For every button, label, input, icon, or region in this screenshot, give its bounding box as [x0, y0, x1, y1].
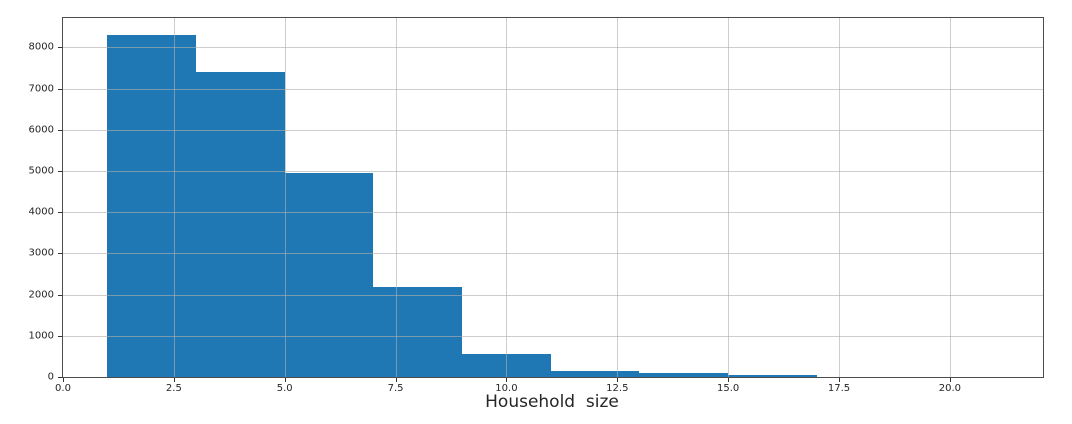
- y-gridline: [63, 253, 1043, 255]
- x-gridline: [728, 18, 730, 377]
- x-gridline: [617, 18, 619, 377]
- x-tick-label: 0.0: [55, 383, 71, 394]
- y-tick-label: 6000: [28, 124, 54, 136]
- y-tick-mark: [58, 253, 62, 255]
- y-tick-mark: [58, 377, 62, 378]
- y-tick-mark: [58, 335, 62, 337]
- x-tick-mark: [839, 378, 841, 382]
- x-tick-mark: [617, 378, 619, 382]
- y-gridline: [63, 88, 1043, 90]
- x-gridline: [949, 18, 951, 377]
- y-tick-mark: [58, 294, 62, 296]
- x-axis-label: Household size: [485, 392, 619, 412]
- x-tick-label: 7.5: [387, 383, 404, 394]
- x-tick-label: 20.0: [938, 383, 962, 394]
- y-tick-mark: [58, 47, 62, 49]
- y-gridline: [63, 212, 1043, 214]
- y-tick-label: 8000: [28, 41, 54, 53]
- histogram-bar: [728, 375, 817, 377]
- y-gridline: [63, 171, 1043, 173]
- x-tick-label: 2.5: [165, 383, 182, 394]
- y-tick-mark: [58, 171, 62, 173]
- y-tick-label: 3000: [28, 247, 54, 259]
- x-tick-mark: [949, 378, 951, 382]
- x-tick-mark: [728, 378, 730, 382]
- x-tick-label: 15.0: [717, 383, 740, 394]
- y-tick-label: 0: [47, 371, 54, 383]
- histogram-bar: [639, 373, 729, 377]
- x-tick-mark: [395, 378, 397, 382]
- x-tick-mark: [63, 378, 64, 382]
- x-tick-mark: [284, 378, 286, 382]
- histogram-bar: [373, 287, 463, 377]
- y-tick-label: 2000: [28, 289, 54, 301]
- x-tick-label: 5.0: [276, 383, 293, 394]
- y-tick-mark: [58, 129, 62, 131]
- y-tick-mark: [58, 212, 62, 214]
- y-tick-label: 5000: [28, 165, 54, 177]
- x-tick-label: 12.5: [606, 383, 629, 394]
- histogram-bar: [284, 173, 374, 377]
- histogram-bar: [550, 370, 640, 377]
- plot-area: [62, 17, 1044, 378]
- y-gridline: [63, 129, 1043, 131]
- x-tick-mark: [506, 378, 508, 382]
- y-tick-label: 4000: [28, 206, 54, 218]
- histogram-bar: [107, 35, 197, 377]
- histogram-bar: [196, 71, 285, 377]
- y-tick-label: 1000: [28, 330, 54, 342]
- y-tick-label: 7000: [28, 83, 54, 95]
- x-gridline: [284, 18, 286, 377]
- x-gridline: [173, 18, 175, 377]
- x-tick-label: 17.5: [827, 383, 851, 394]
- y-tick-mark: [58, 88, 62, 90]
- y-gridline: [63, 335, 1043, 337]
- x-tick-mark: [173, 378, 175, 382]
- y-gridline: [63, 47, 1043, 49]
- x-tick-label: 10.0: [495, 383, 518, 394]
- x-gridline: [506, 18, 508, 377]
- x-gridline: [395, 18, 397, 377]
- x-gridline: [839, 18, 841, 377]
- y-gridline: [63, 294, 1043, 296]
